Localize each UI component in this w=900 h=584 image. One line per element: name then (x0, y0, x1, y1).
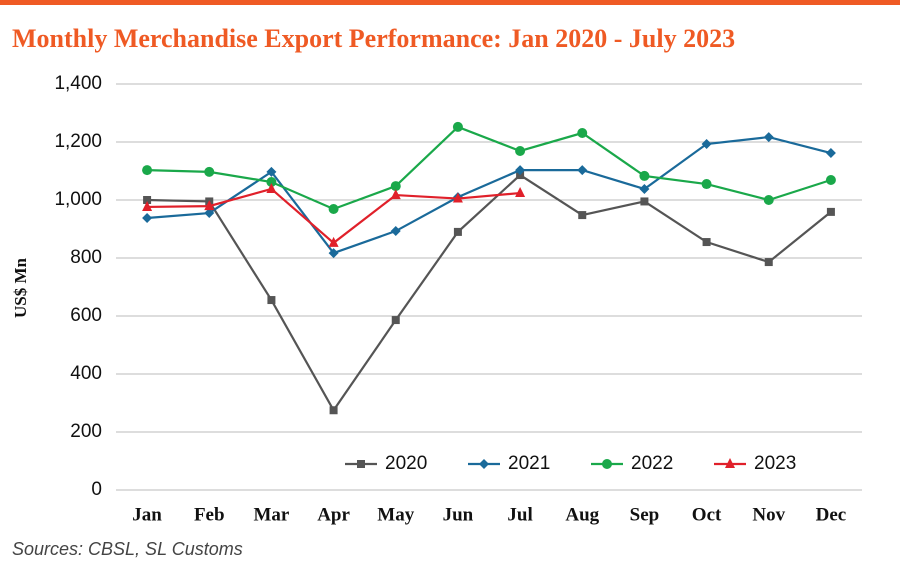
source: Sources: CBSL, SL Customs (12, 539, 243, 559)
series-line (147, 187, 521, 245)
marker (204, 166, 215, 177)
marker (577, 128, 588, 139)
marker (515, 165, 526, 176)
x-tick-label: Jul (507, 504, 532, 525)
legend-label: 2022 (631, 453, 673, 474)
marker (204, 200, 215, 211)
marker (640, 197, 649, 206)
marker (266, 177, 277, 188)
marker (328, 236, 339, 247)
y-tick-label: 0 (91, 479, 102, 500)
x-tick-label: Apr (317, 504, 350, 525)
marker (578, 211, 587, 220)
marker (452, 121, 463, 132)
marker (764, 258, 773, 267)
marker (391, 316, 400, 325)
marker (390, 226, 401, 237)
marker (479, 459, 489, 469)
legend-label: 2021 (508, 453, 550, 474)
y-tick-label: 800 (70, 247, 102, 268)
legend-label: 2020 (385, 453, 427, 474)
marker (452, 192, 463, 203)
x-tick-label: Oct (692, 504, 722, 525)
marker (725, 458, 735, 468)
marker (763, 132, 774, 143)
y-tick-label: 1,400 (54, 73, 102, 94)
x-tick-label: Feb (194, 504, 225, 525)
top-bar (0, 0, 900, 5)
marker (701, 139, 712, 150)
y-tick-label: 400 (70, 363, 102, 384)
y-tick-label: 1,000 (54, 189, 102, 210)
x-tick-label: Dec (816, 504, 847, 525)
y-tick-label: 200 (70, 421, 102, 442)
marker (515, 187, 526, 198)
y-tick-label: 600 (70, 305, 102, 326)
marker (453, 227, 462, 236)
series-line (146, 135, 832, 255)
marker (639, 183, 650, 194)
marker (702, 238, 711, 247)
marker (639, 170, 650, 181)
marker (390, 189, 401, 200)
marker (142, 200, 153, 211)
marker (390, 181, 401, 192)
chart-title: Monthly Merchandise Export Performance: … (12, 24, 735, 53)
marker (825, 148, 836, 159)
marker (577, 165, 588, 176)
series-line (147, 173, 832, 413)
marker (204, 208, 215, 219)
marker (267, 296, 276, 305)
marker (266, 182, 277, 193)
series-line (147, 125, 832, 211)
x-tick-label: Mar (253, 504, 289, 525)
marker (328, 248, 339, 259)
marker (142, 212, 153, 223)
marker (515, 145, 526, 156)
marker (826, 207, 835, 216)
marker (143, 196, 152, 204)
marker (763, 195, 774, 205)
legend-label: 2023 (754, 453, 796, 474)
marker (357, 460, 365, 468)
marker (142, 165, 153, 176)
x-tick-label: Aug (565, 504, 599, 525)
y-tick-label: 1,200 (54, 131, 102, 152)
x-tick-label: May (377, 504, 414, 525)
marker (701, 179, 712, 190)
marker (602, 459, 612, 469)
x-tick-label: Jun (443, 504, 474, 525)
x-tick-label: Nov (752, 504, 785, 525)
marker (328, 203, 339, 214)
y-axis-label: US$ Mn (11, 257, 30, 318)
marker (266, 166, 277, 177)
x-tick-label: Jan (132, 504, 162, 525)
marker (329, 406, 338, 415)
marker (825, 174, 836, 185)
x-tick-label: Sep (630, 504, 660, 525)
